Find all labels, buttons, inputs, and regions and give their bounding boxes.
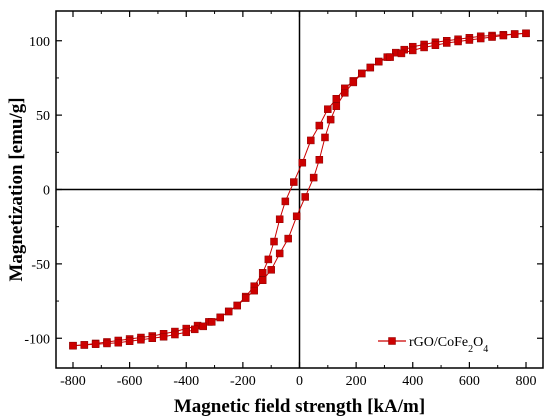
- axis-ticks: [56, 11, 543, 368]
- y-axis-title: Magnetization [emu/g]: [6, 97, 27, 281]
- x-tick-label: -200: [230, 374, 256, 389]
- data-point: [349, 78, 358, 87]
- tick-labels: -800 -600 -400 -200 0 200 400 600 800 -100 -50 0 50 1…: [24, 35, 536, 389]
- data-point: [375, 57, 383, 66]
- data-point: [397, 49, 406, 58]
- y-tick-label: 100: [29, 35, 50, 50]
- data-point: [224, 307, 233, 316]
- legend-marker: [388, 337, 396, 345]
- data-point: [522, 29, 530, 38]
- y-tick-label: -50: [31, 258, 50, 273]
- data-series: [69, 29, 530, 350]
- data-point: [420, 43, 428, 52]
- data-point: [301, 193, 309, 201]
- data-point: [216, 313, 224, 322]
- data-point: [332, 102, 341, 110]
- data-point: [250, 286, 258, 295]
- data-point: [324, 105, 332, 113]
- data-point: [366, 63, 375, 72]
- data-point: [307, 136, 315, 145]
- data-point: [431, 41, 440, 49]
- x-tick-label: -600: [117, 374, 143, 389]
- data-point: [80, 341, 89, 349]
- y-tick-label: 50: [36, 109, 50, 124]
- data-point: [267, 266, 275, 274]
- series-ascending: [69, 29, 530, 350]
- data-point: [284, 234, 292, 243]
- x-axis-title: Magnetic field strength [kA/m]: [174, 396, 425, 417]
- data-point: [233, 301, 241, 310]
- data-point: [270, 237, 278, 246]
- data-point: [137, 335, 145, 344]
- data-point: [332, 95, 341, 103]
- zero-axis-lines: [56, 11, 543, 368]
- data-point: [341, 89, 349, 97]
- y-tick-label: 0: [43, 184, 50, 199]
- legend-label-part-2: O: [473, 335, 483, 350]
- data-point: [182, 328, 190, 337]
- data-point: [148, 334, 157, 342]
- data-point: [91, 340, 100, 348]
- legend-label: rGO/CoFe2O4: [409, 335, 488, 355]
- data-point: [275, 249, 284, 258]
- data-point: [125, 337, 134, 345]
- data-point: [488, 33, 496, 41]
- legend-label-sub-1: 2: [468, 344, 473, 355]
- data-point: [103, 339, 111, 348]
- data-point: [326, 115, 335, 124]
- data-point: [114, 338, 123, 347]
- x-tick-label: -400: [173, 374, 199, 389]
- data-point: [159, 333, 168, 341]
- data-point: [465, 36, 474, 44]
- data-point: [315, 121, 324, 130]
- data-point: [454, 37, 462, 46]
- x-tick-label: 400: [402, 374, 423, 389]
- data-point: [207, 318, 216, 326]
- data-point: [258, 276, 267, 284]
- data-point: [290, 178, 298, 186]
- data-point: [264, 255, 273, 264]
- legend-label-sub-2: 4: [483, 344, 488, 355]
- data-point: [190, 325, 199, 334]
- data-point: [386, 53, 394, 61]
- x-tick-label: 200: [346, 374, 367, 389]
- data-point: [292, 212, 301, 221]
- data-point: [199, 322, 207, 331]
- x-tick-label: 600: [459, 374, 480, 389]
- data-point: [358, 69, 366, 78]
- data-point: [241, 294, 250, 302]
- data-point: [171, 330, 179, 339]
- data-point: [321, 133, 329, 142]
- x-tick-label: 0: [296, 374, 303, 389]
- legend-label-part-1: rGO/CoFe: [409, 335, 468, 350]
- plot-frame: [55, 10, 544, 369]
- data-point: [409, 46, 417, 55]
- x-tick-label: 800: [516, 374, 537, 389]
- data-point: [69, 341, 77, 350]
- data-point: [298, 158, 307, 167]
- data-point: [442, 39, 451, 47]
- data-point: [309, 173, 318, 182]
- data-point: [315, 156, 324, 164]
- data-point: [510, 30, 519, 38]
- legend: rGO/CoFe2O4: [378, 335, 488, 355]
- data-point: [275, 215, 284, 223]
- data-point: [258, 269, 267, 277]
- data-point: [476, 34, 485, 43]
- y-tick-label: -100: [24, 332, 50, 347]
- data-point: [281, 197, 290, 206]
- x-tick-label: -800: [60, 374, 86, 389]
- data-point: [499, 31, 508, 40]
